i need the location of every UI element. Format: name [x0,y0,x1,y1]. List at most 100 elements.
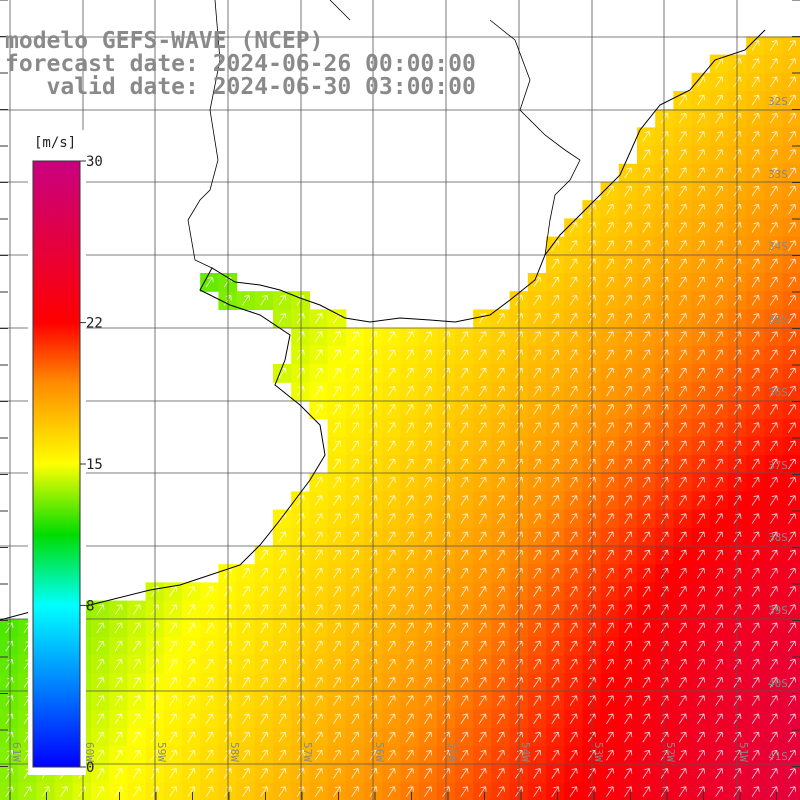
wind-speed-cell [564,236,583,256]
wind-speed-cell [709,109,729,128]
wind-arrow [606,531,614,543]
wind-speed-cell [728,655,747,674]
wind-arrow [496,786,505,797]
wind-speed-cell [618,345,638,365]
wind-arrow [751,549,760,561]
wind-arrow [788,786,796,797]
wind-speed-cell [728,382,747,401]
wind-speed-cell [491,709,511,729]
wind-arrow [569,440,578,452]
wind-arrow [769,640,778,652]
wind-speed-cell [655,564,674,583]
wind-speed-cell [382,637,401,656]
wind-speed-cell [600,364,620,383]
wind-arrow [788,513,796,524]
wind-speed-cell [709,509,729,529]
wind-speed-cell [527,473,547,492]
wind-arrow [424,604,432,615]
wind-arrow [624,695,633,706]
wind-arrow [624,294,633,306]
wind-speed-cell [327,345,347,365]
wind-arrow [460,677,469,688]
wind-speed-cell [54,673,74,693]
wind-speed-cell [728,473,747,492]
wind-arrow [642,549,651,561]
wind-arrow [569,313,578,324]
wind-arrow [351,768,360,779]
wind-speed-cell [655,673,674,693]
wind-speed-cell [728,582,747,602]
wind-speed-cell [600,182,620,201]
latitude-label: 32S [768,95,788,108]
wind-speed-cell [673,345,693,365]
wind-speed-cell [418,436,438,456]
wind-speed-cell [400,345,420,365]
wind-speed-cell [746,400,765,420]
wind-speed-cell [618,382,638,401]
wind-speed-cell [309,327,329,347]
wind-speed-cell [618,709,638,729]
wind-arrow [551,768,560,779]
wind-speed-cell [709,637,729,656]
wind-arrow [751,495,760,506]
wind-arrow [405,476,414,488]
wind-speed-cell [109,691,128,711]
wind-speed-cell [746,546,765,565]
wind-speed-cell [764,364,784,383]
wind-speed-cell [673,200,693,219]
wind-speed-cell [400,564,420,583]
wind-arrow [387,331,396,342]
wind-arrow [569,240,578,251]
wind-speed-cell [400,527,420,547]
wind-speed-cell [655,455,674,474]
wind-arrow [405,349,414,361]
wind-arrow [715,385,724,397]
wind-speed-cell [400,455,420,474]
wind-arrow [788,222,796,233]
wind-arrow [132,658,141,670]
wind-arrow [169,713,178,725]
wind-speed-cell [746,418,765,438]
wind-arrow [424,786,432,797]
wind-speed-cell [691,364,711,383]
wind-arrow [788,458,796,470]
wind-speed-cell [691,273,711,292]
wind-arrow [678,203,687,215]
wind-speed-cell [327,546,347,565]
wind-arrow [715,203,724,215]
wind-arrow [569,731,578,743]
wind-arrow [169,695,178,706]
wind-arrow [751,604,760,615]
wind-arrow [678,531,687,543]
wind-arrow [169,658,178,670]
wind-speed-cell [72,637,92,656]
wind-speed-cell [163,709,183,729]
wind-speed-cell [309,382,329,401]
wind-arrow [460,331,469,342]
wind-speed-cell [236,291,256,310]
wind-speed-cell [254,746,274,765]
wind-arrow [678,404,687,415]
wind-arrow [788,240,796,251]
wind-speed-cell [655,200,674,219]
wind-speed-cell [564,400,583,420]
wind-speed-cell [764,473,784,492]
wind-speed-cell [709,291,729,310]
wind-arrow [460,713,469,725]
wind-speed-cell [564,273,583,292]
wind-arrow [624,331,633,342]
wind-speed-cell [564,655,583,674]
wind-arrow [405,440,414,452]
longitude-labels: 61W 60W 59W 58W 57W 56W 55W 54W 53W 52W 51W [10,742,750,762]
wind-speed-cell [36,673,56,693]
wind-arrow [187,749,196,761]
wind-speed-cell [564,527,583,547]
wind-speed-cell [163,637,183,656]
wind-arrow [642,658,651,670]
wind-arrow [697,458,705,470]
wind-arrow [606,294,614,306]
wind-speed-cell [400,673,420,693]
wind-arrow [697,658,705,670]
wind-speed-cell [728,54,747,74]
wind-speed-cell [764,109,784,128]
